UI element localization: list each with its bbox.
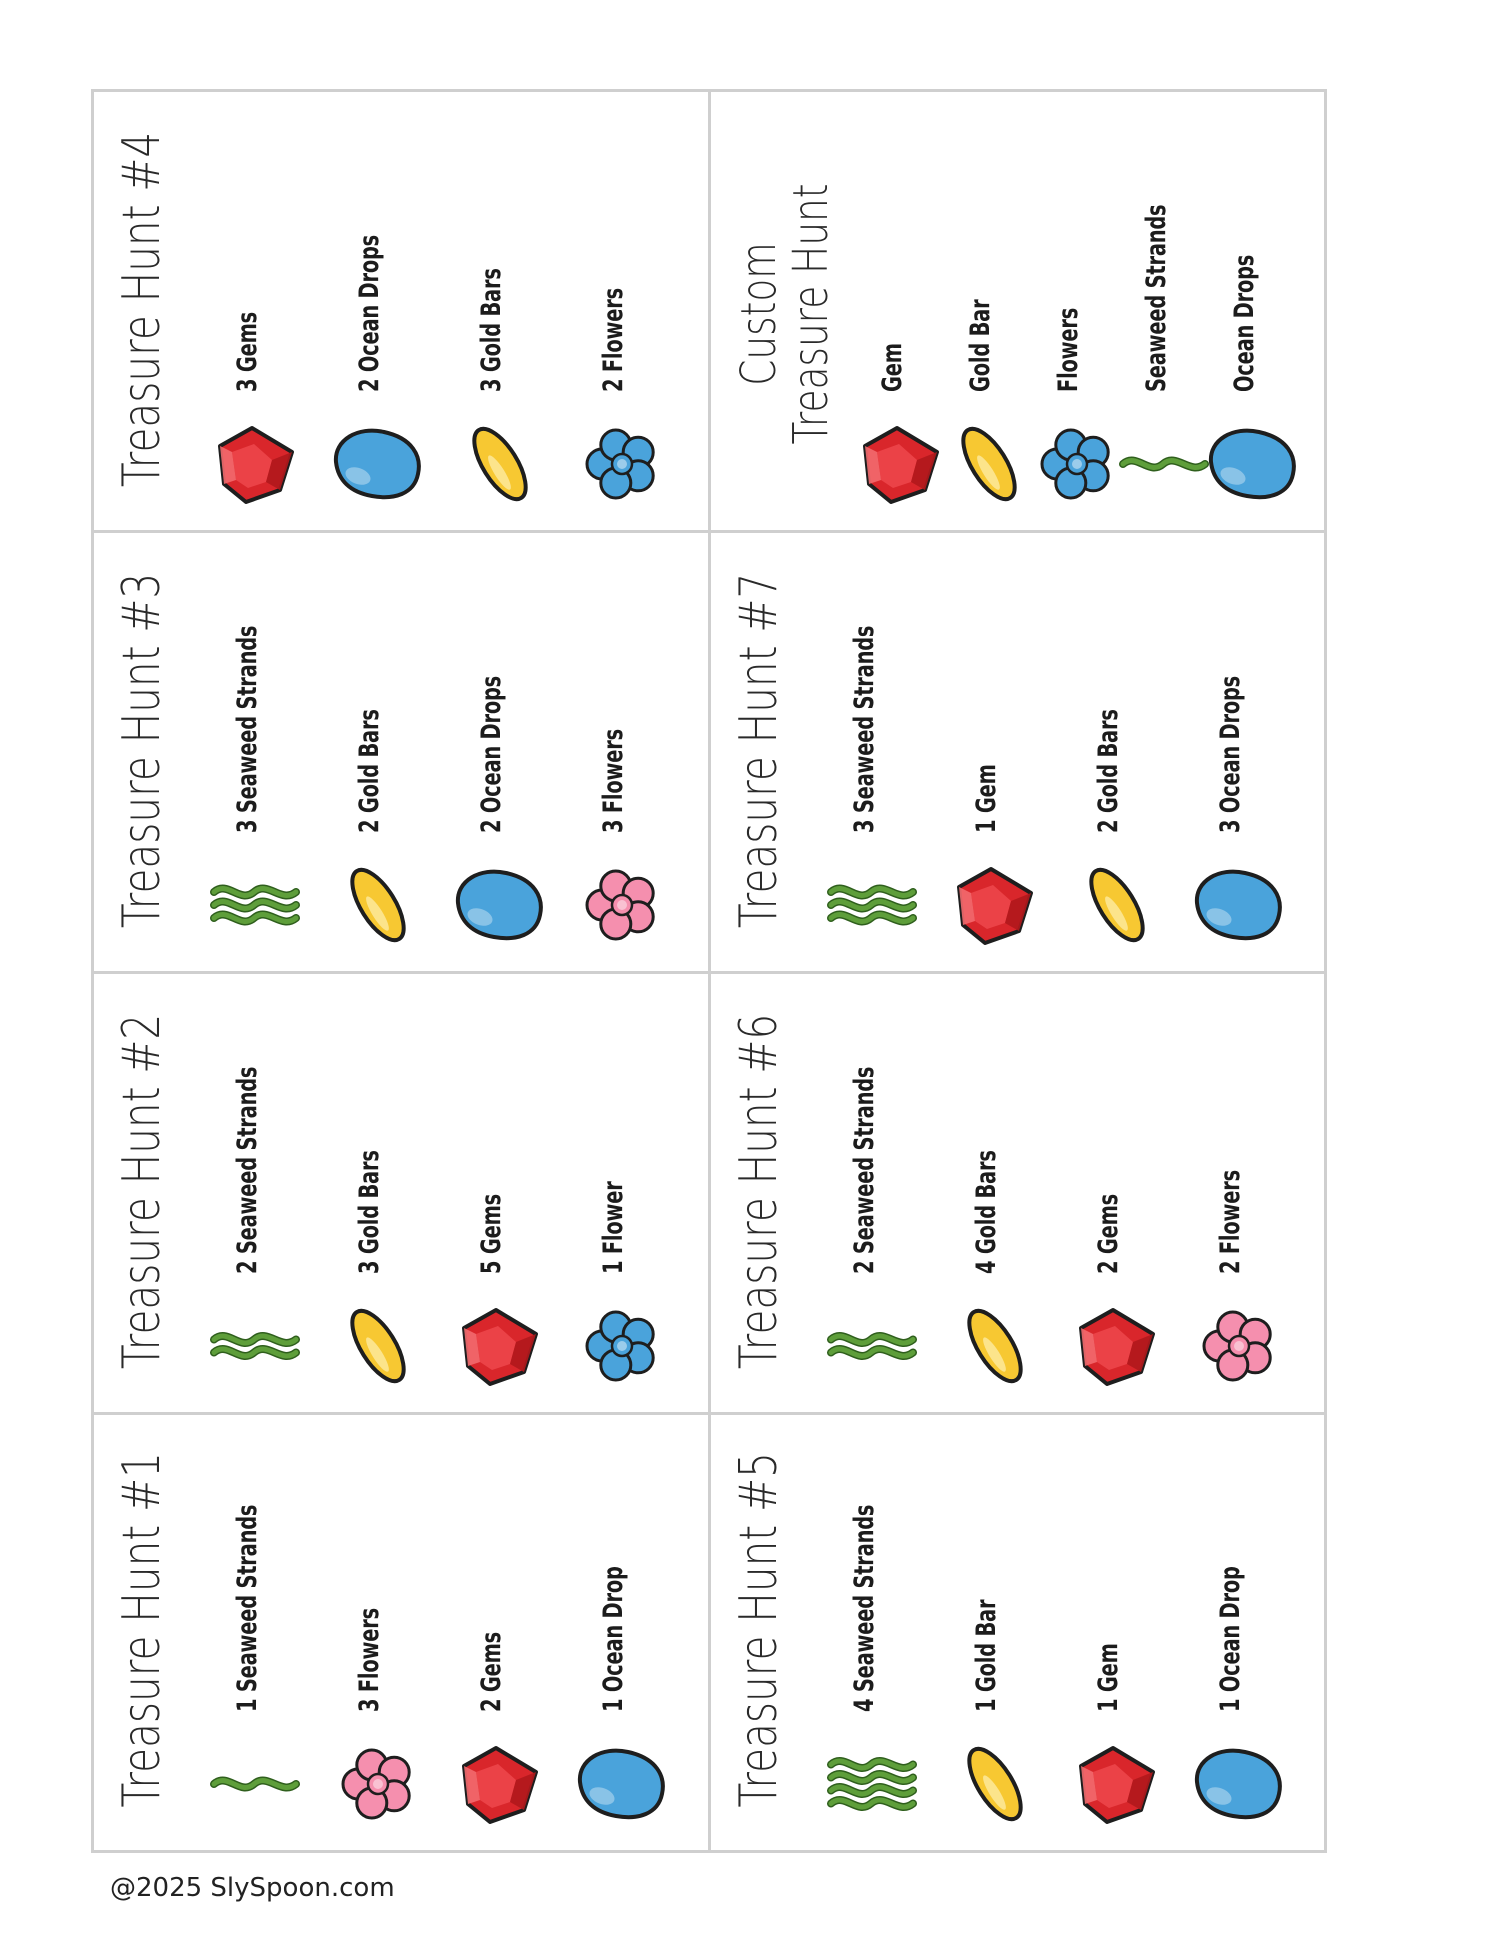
item-label: 2 Gems xyxy=(476,1632,507,1712)
item-label: 1 Ocean Drop xyxy=(1215,1566,1246,1712)
gem-icon xyxy=(1067,1734,1167,1834)
gold-bar-icon xyxy=(1067,855,1167,955)
gem-icon xyxy=(1067,1296,1167,1396)
item-label: 3 Gems xyxy=(232,312,263,392)
item-label: 3 Seaweed Strands xyxy=(849,625,880,833)
item-label: 2 Flowers xyxy=(598,288,629,392)
flower-icon xyxy=(572,855,672,955)
gem-icon xyxy=(851,414,951,514)
flower-icon xyxy=(1027,414,1127,514)
card-treasure-hunt-2: Treasure Hunt #2 2 Seaweed Strands 3 Gol… xyxy=(91,971,711,1415)
item-label: 2 Flowers xyxy=(1215,1170,1246,1274)
seaweed-icon xyxy=(206,855,306,955)
ocean-drop-icon xyxy=(1189,1734,1289,1834)
card-treasure-hunt-3: Treasure Hunt #3 3 Seaweed Strands 2 Gol… xyxy=(91,530,711,974)
card-treasure-hunt-1: Treasure Hunt #1 1 Seaweed Strands 3 Flo… xyxy=(91,1412,711,1853)
item-label: 2 Seaweed Strands xyxy=(232,1066,263,1274)
seaweed-icon xyxy=(206,1296,306,1396)
item-label: 3 Gold Bars xyxy=(476,268,507,392)
ocean-drop-icon xyxy=(572,1734,672,1834)
seaweed-icon xyxy=(823,1734,923,1834)
item-label: 3 Flowers xyxy=(354,1608,385,1712)
item-label: 2 Gems xyxy=(1093,1194,1124,1274)
flower-icon xyxy=(1189,1296,1289,1396)
gem-icon xyxy=(945,855,1045,955)
card-title: Treasure Hunt #7 xyxy=(729,572,789,929)
card-treasure-hunt-4: Treasure Hunt #4 3 Gems 2 Ocean Drops xyxy=(91,89,711,533)
gem-icon xyxy=(450,1296,550,1396)
card-title: Treasure Hunt #1 xyxy=(112,1452,172,1808)
copyright-footer: @2025 SlySpoon.com xyxy=(110,1873,395,1903)
item-label: 2 Ocean Drops xyxy=(354,234,385,392)
gold-bar-icon xyxy=(945,1296,1045,1396)
item-label: 5 Gems xyxy=(476,1194,507,1274)
item-label: Ocean Drops xyxy=(1229,254,1260,392)
item-label: 2 Ocean Drops xyxy=(476,675,507,833)
seaweed-icon xyxy=(823,855,923,955)
item-label: 1 Flower xyxy=(598,1181,629,1274)
ocean-drop-icon xyxy=(1189,855,1289,955)
item-label: 1 Gold Bar xyxy=(971,1599,1002,1712)
item-label: 2 Seaweed Strands xyxy=(849,1066,880,1274)
gold-bar-icon xyxy=(939,414,1039,514)
card-title: Treasure Hunt #3 xyxy=(112,572,172,929)
item-label: Gold Bar xyxy=(965,299,996,392)
item-label: 3 Seaweed Strands xyxy=(232,625,263,833)
seaweed-icon xyxy=(823,1296,923,1396)
item-label: 1 Ocean Drop xyxy=(598,1566,629,1712)
card-treasure-hunt-7: Treasure Hunt #7 3 Seaweed Strands 1 Gem… xyxy=(708,530,1327,974)
flower-icon xyxy=(572,414,672,514)
flower-icon xyxy=(328,1734,428,1834)
card-custom-treasure-hunt: Custom Treasure Hunt Gem Gold Bar Flower… xyxy=(708,89,1327,533)
card-title: Treasure Hunt #5 xyxy=(729,1452,789,1808)
card-title: Treasure Hunt #2 xyxy=(112,1013,172,1370)
card-title: Treasure Hunt #6 xyxy=(729,1013,789,1370)
gem-icon xyxy=(206,414,306,514)
gem-icon xyxy=(450,1734,550,1834)
card-title: Treasure Hunt #4 xyxy=(112,131,172,488)
card-treasure-hunt-5: Treasure Hunt #5 4 Seaweed Strands 1 Gol… xyxy=(708,1412,1327,1853)
card-treasure-hunt-6: Treasure Hunt #6 2 Seaweed Strands 4 Gol… xyxy=(708,971,1327,1415)
item-label: 3 Flowers xyxy=(598,729,629,833)
item-label: Seaweed Strands xyxy=(1141,204,1172,392)
item-label: 4 Gold Bars xyxy=(971,1150,1002,1274)
item-label: Gem xyxy=(877,343,908,392)
item-label: Flowers xyxy=(1053,307,1084,392)
ocean-drop-icon xyxy=(328,414,428,514)
item-label: 1 Gem xyxy=(971,764,1002,833)
seaweed-icon xyxy=(206,1734,306,1834)
card-title-line-1: Custom xyxy=(731,242,787,386)
card-title-line-2: Treasure Hunt xyxy=(783,183,839,445)
treasure-hunt-sheet: Treasure Hunt #1 1 Seaweed Strands 3 Flo… xyxy=(91,89,1327,1853)
item-label: 3 Ocean Drops xyxy=(1215,675,1246,833)
gold-bar-icon xyxy=(945,1734,1045,1834)
gold-bar-icon xyxy=(328,1296,428,1396)
seaweed-icon xyxy=(1115,414,1215,514)
item-label: 2 Gold Bars xyxy=(1093,709,1124,833)
item-label: 3 Gold Bars xyxy=(354,1150,385,1274)
gold-bar-icon xyxy=(450,414,550,514)
item-label: 2 Gold Bars xyxy=(354,709,385,833)
flower-icon xyxy=(572,1296,672,1396)
ocean-drop-icon xyxy=(450,855,550,955)
ocean-drop-icon xyxy=(1203,414,1303,514)
item-label: 1 Gem xyxy=(1093,1643,1124,1712)
item-label: 4 Seaweed Strands xyxy=(849,1504,880,1712)
item-label: 1 Seaweed Strands xyxy=(232,1504,263,1712)
gold-bar-icon xyxy=(328,855,428,955)
